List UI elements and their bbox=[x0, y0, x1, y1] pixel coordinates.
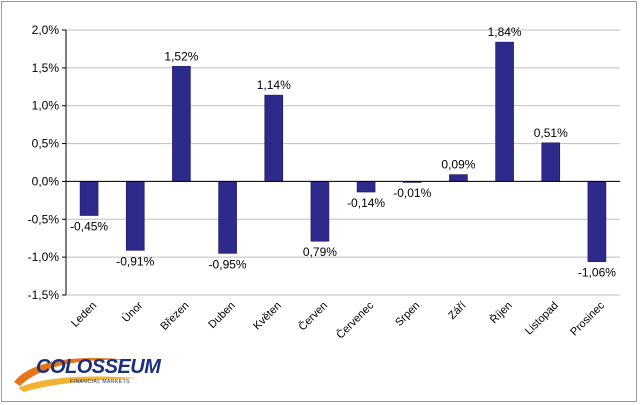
data-label: 1,84% bbox=[488, 25, 522, 39]
y-tick-label: -1,0% bbox=[28, 250, 60, 264]
x-tick-label: Červen bbox=[296, 299, 330, 333]
data-label: -0,45% bbox=[70, 220, 108, 234]
x-tick-label: Srpen bbox=[393, 300, 422, 329]
bar bbox=[495, 41, 514, 182]
x-tick-label: Říjen bbox=[487, 299, 514, 326]
logo-subtext: FINANCIAL MARKETS bbox=[70, 379, 130, 385]
data-label: -0,91% bbox=[116, 254, 154, 268]
y-tick-label: 0,5% bbox=[32, 137, 60, 151]
data-label: 0,51% bbox=[534, 126, 568, 140]
x-tick-label: Duben bbox=[206, 300, 237, 331]
bar bbox=[449, 174, 468, 182]
data-label: -0,95% bbox=[209, 257, 247, 271]
bar bbox=[541, 142, 561, 182]
logo-text: COLOSSEUM bbox=[36, 356, 161, 378]
data-label: -1,06% bbox=[578, 266, 616, 280]
x-tick-label: Září bbox=[446, 300, 468, 322]
x-tick-label: Prosinec bbox=[568, 299, 607, 338]
data-label: -0,01% bbox=[393, 186, 431, 200]
bar bbox=[172, 66, 191, 182]
y-tick-label: 0,0% bbox=[32, 174, 60, 188]
x-tick-label: Leden bbox=[69, 300, 99, 330]
y-tick-label: -0,5% bbox=[28, 212, 60, 226]
y-tick-label: 1,0% bbox=[32, 99, 60, 113]
bar bbox=[587, 181, 607, 262]
x-tick-label: Květen bbox=[251, 300, 284, 333]
y-tick-label: 1,5% bbox=[32, 61, 60, 75]
bar bbox=[218, 181, 237, 254]
data-label: 0,79% bbox=[303, 245, 337, 259]
x-tick-label: Únor bbox=[119, 299, 145, 325]
data-label: 1,14% bbox=[257, 78, 291, 92]
bar bbox=[356, 181, 376, 193]
bar bbox=[79, 181, 99, 216]
data-label: -0,14% bbox=[347, 196, 385, 210]
x-tick-label: Červenec bbox=[334, 299, 377, 342]
x-tick-label: Listopad bbox=[523, 300, 561, 338]
y-tick-label: -1,5% bbox=[28, 288, 60, 302]
data-label: 0,09% bbox=[441, 158, 475, 172]
x-tick-label: Březen bbox=[158, 300, 191, 333]
bar bbox=[310, 181, 330, 242]
data-label: 1,52% bbox=[164, 49, 198, 63]
logo-swoosh-icon bbox=[14, 358, 138, 392]
y-tick-label: 2,0% bbox=[32, 23, 60, 37]
bar bbox=[264, 94, 284, 182]
bar bbox=[125, 181, 145, 251]
colosseum-logo: COLOSSEUM FINANCIAL MARKETS bbox=[10, 352, 161, 396]
